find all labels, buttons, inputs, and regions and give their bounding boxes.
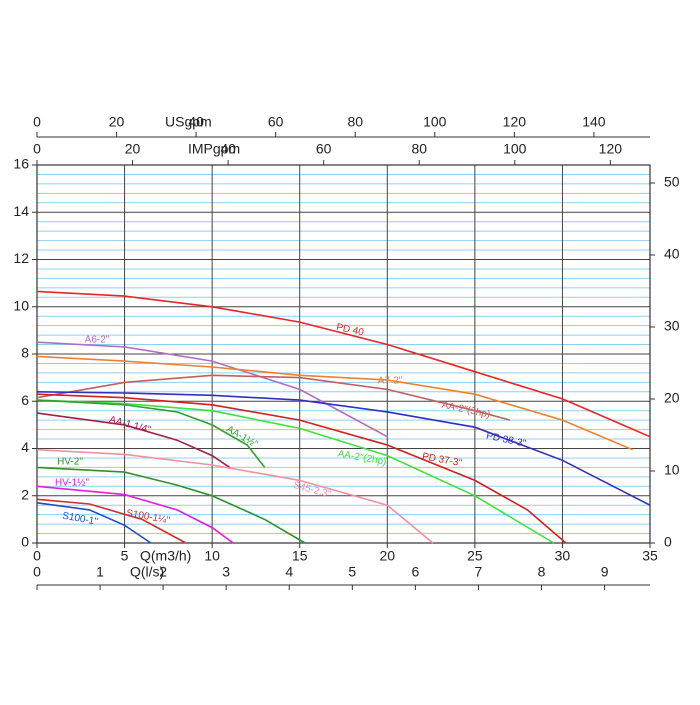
x-tick-label: 100 — [503, 141, 527, 157]
x-tick-label: 20 — [379, 548, 395, 564]
x-tick-label: 80 — [347, 114, 363, 130]
pump-curve — [36, 393, 567, 544]
x-tick-label: 40 — [220, 141, 236, 157]
x-tick-label: 40 — [188, 114, 204, 130]
x-tick-label: 100 — [423, 114, 447, 130]
x-tick-label: 0 — [33, 114, 41, 130]
x-tick-label: 0 — [33, 141, 41, 157]
x-tick-label: 20 — [125, 141, 141, 157]
pump-curve — [36, 374, 511, 421]
y2-tick-label: 0 — [664, 534, 672, 550]
x-tick-label: 2 — [159, 564, 167, 580]
x-tick-label: 120 — [503, 114, 527, 130]
pump-curve — [36, 485, 234, 544]
y-tick-label: 4 — [21, 439, 29, 455]
y-tick-label: 10 — [13, 297, 29, 313]
pump-curve — [36, 399, 555, 544]
x-tick-label: 15 — [292, 548, 308, 564]
pump-curve — [36, 502, 152, 544]
x-tick-label: 8 — [538, 564, 546, 580]
x-tick-label: 5 — [121, 548, 129, 564]
curve-label: HV-1½" — [55, 478, 90, 489]
x-tick-label: 80 — [411, 141, 427, 157]
x-tick-label: 1 — [96, 564, 104, 580]
curve-label: A7-2" — [378, 376, 403, 387]
x-tick-label: 9 — [601, 564, 609, 580]
x-tick-label: 7 — [475, 564, 483, 580]
pump-curve — [36, 399, 266, 468]
pump-curve — [36, 341, 388, 438]
pump-curve — [36, 448, 434, 544]
x-tick-label: 120 — [599, 141, 623, 157]
x-tick-label: 6 — [411, 564, 419, 580]
y2-tick-label: 10 — [664, 462, 680, 478]
x-tick-label: 20 — [109, 114, 125, 130]
pump-curve — [36, 355, 633, 451]
x-tick-label: 0 — [33, 548, 41, 564]
y2-tick-label: 30 — [664, 318, 680, 334]
y-tick-label: 16 — [13, 156, 29, 172]
x-tick-label: 5 — [348, 564, 356, 580]
pump-curve — [36, 391, 651, 506]
x-tick-label: 4 — [285, 564, 293, 580]
axis-title: IMPgpm — [188, 141, 240, 157]
pump-curve — [36, 290, 651, 438]
x-tick-label: 140 — [582, 114, 606, 130]
x-tick-label: 35 — [642, 548, 658, 564]
x-tick-label: 60 — [268, 114, 284, 130]
axis-title: Q(l/s) — [130, 564, 164, 580]
y-tick-label: 6 — [21, 392, 29, 408]
y-tick-label: 2 — [21, 486, 29, 502]
pump-curve — [36, 466, 306, 544]
pump-curve — [36, 498, 187, 544]
x-axis-title: Q(m3/h) — [140, 548, 191, 564]
x-tick-label: 3 — [222, 564, 230, 580]
pump-curve — [36, 412, 231, 469]
y-tick-label: 12 — [13, 250, 29, 266]
y2-tick-label: 50 — [664, 174, 680, 190]
x-tick-label: 25 — [467, 548, 483, 564]
x-tick-label: 30 — [555, 548, 571, 564]
y2-tick-label: 20 — [664, 390, 680, 406]
axis-title: USgpm — [165, 114, 212, 130]
y-tick-label: 0 — [21, 534, 29, 550]
x-tick-label: 10 — [204, 548, 220, 564]
x-tick-label: 60 — [316, 141, 332, 157]
curve-label: HV-2" — [57, 457, 83, 468]
curve-label: A6-2" — [85, 335, 110, 346]
y-tick-label: 8 — [21, 345, 29, 361]
x-tick-label: 0 — [33, 564, 41, 580]
y2-tick-label: 40 — [664, 246, 680, 262]
y-tick-label: 14 — [13, 203, 29, 219]
